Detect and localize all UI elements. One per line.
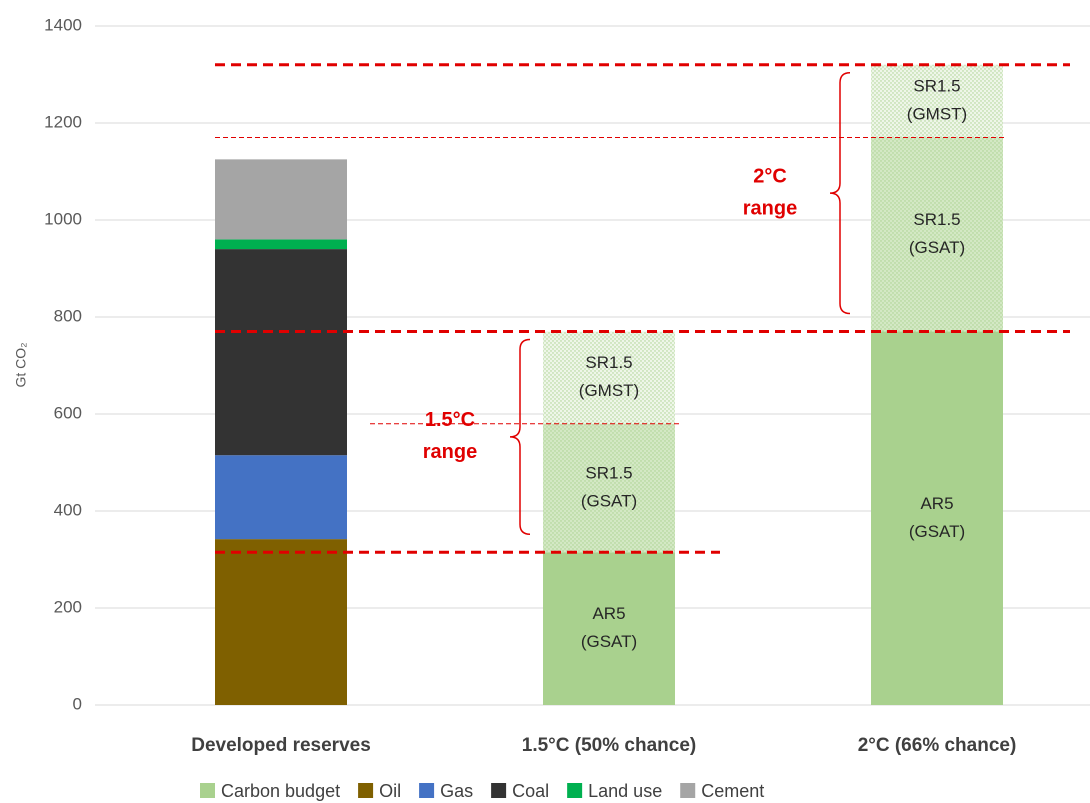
bar-segment xyxy=(871,137,1003,332)
bar-segment xyxy=(215,539,347,705)
legend-swatch xyxy=(419,783,435,798)
bar-segment xyxy=(215,239,347,250)
bar-segment xyxy=(871,64,1003,138)
segment-label: (GSAT) xyxy=(909,522,965,541)
y-tick-label: 1000 xyxy=(44,209,82,228)
range-label: 2°C xyxy=(753,165,787,187)
legend-label: Cement xyxy=(701,781,764,801)
segment-label: (GMST) xyxy=(579,381,639,400)
range-label: range xyxy=(743,197,797,219)
x-tick-label: 2°C (66% chance) xyxy=(858,735,1017,756)
y-tick-label: 800 xyxy=(54,306,82,325)
segment-label: (GSAT) xyxy=(581,491,637,510)
x-tick-label: 1.5°C (50% chance) xyxy=(522,735,696,756)
segment-label: SR1.5 xyxy=(585,353,632,372)
bar-segment xyxy=(543,331,675,424)
range-label: range xyxy=(423,441,477,463)
legend-label: Carbon budget xyxy=(221,781,340,801)
segment-label: SR1.5 xyxy=(913,77,960,96)
segment-label: (GMST) xyxy=(907,105,967,124)
bar-segment xyxy=(871,331,1003,705)
legend-label: Land use xyxy=(588,781,662,801)
bar-segment xyxy=(215,159,347,240)
y-axis-label: Gt CO₂ xyxy=(13,342,29,387)
legend-label: Coal xyxy=(512,781,549,801)
y-tick-label: 1400 xyxy=(44,15,82,34)
bar-segment xyxy=(543,552,675,705)
range-brace xyxy=(509,338,531,535)
segment-label: (GSAT) xyxy=(909,238,965,257)
bar-segment xyxy=(543,423,675,553)
y-tick-label: 1200 xyxy=(44,112,82,131)
legend-label: Oil xyxy=(379,781,401,801)
legend-swatch xyxy=(358,783,374,798)
y-tick-label: 200 xyxy=(54,597,82,616)
segment-label: SR1.5 xyxy=(913,210,960,229)
segment-label: (GSAT) xyxy=(581,632,637,651)
segment-label: AR5 xyxy=(920,494,953,513)
y-tick-label: 600 xyxy=(54,403,82,422)
segment-label: SR1.5 xyxy=(585,463,632,482)
bar-segment xyxy=(215,455,347,540)
bar-segment xyxy=(215,249,347,456)
legend-swatch xyxy=(491,783,507,798)
segment-label: AR5 xyxy=(592,604,625,623)
range-brace xyxy=(829,72,851,315)
x-tick-label: Developed reserves xyxy=(191,735,371,756)
legend-swatch xyxy=(567,783,583,798)
y-tick-label: 0 xyxy=(73,694,82,713)
legend-label: Gas xyxy=(440,781,473,801)
y-tick-label: 400 xyxy=(54,500,82,519)
legend-swatch xyxy=(200,783,215,798)
range-label: 1.5°C xyxy=(425,409,475,431)
legend-swatch xyxy=(680,783,696,798)
